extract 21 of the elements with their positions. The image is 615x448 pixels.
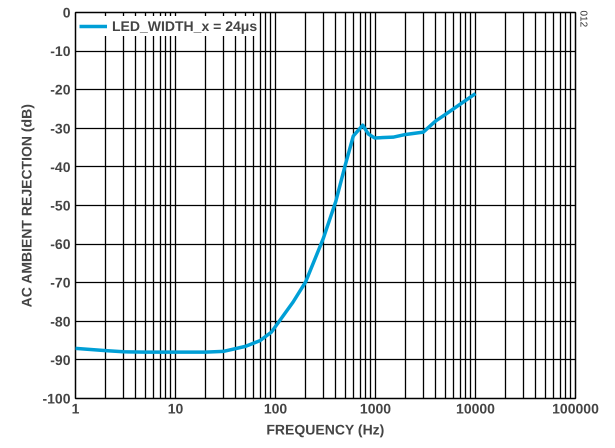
y-tick-label: -100 xyxy=(42,390,71,406)
x-tick-label: 1000 xyxy=(360,400,392,416)
x-tick-label: 10 xyxy=(168,400,184,416)
y-tick-label: -80 xyxy=(50,313,71,330)
text: 012 xyxy=(578,10,588,28)
y-tick-label: -90 xyxy=(50,352,71,368)
x-tick-label: 1 xyxy=(72,400,80,416)
y-tick-label: -70 xyxy=(50,274,71,291)
y-axis-title: AC AMBIENT REJECTION (dB) xyxy=(18,104,34,308)
legend-label: LED_WIDTH_x = 24μs xyxy=(112,18,258,34)
x-tick-label: 100000 xyxy=(552,400,600,416)
x-tick-label: 10000 xyxy=(456,400,496,416)
x-axis-title: FREQUENCY (Hz) xyxy=(266,422,384,438)
y-tick-label: 0 xyxy=(62,4,71,20)
y-tick-label: -50 xyxy=(50,198,71,214)
x-tick-label: 100 xyxy=(264,400,288,416)
y-tick-label: -60 xyxy=(50,236,71,252)
y-tick-label: -40 xyxy=(50,158,71,175)
y-tick-label: -20 xyxy=(50,82,71,98)
y-tick-label: -30 xyxy=(50,120,71,136)
y-tick-label: -10 xyxy=(50,43,71,60)
